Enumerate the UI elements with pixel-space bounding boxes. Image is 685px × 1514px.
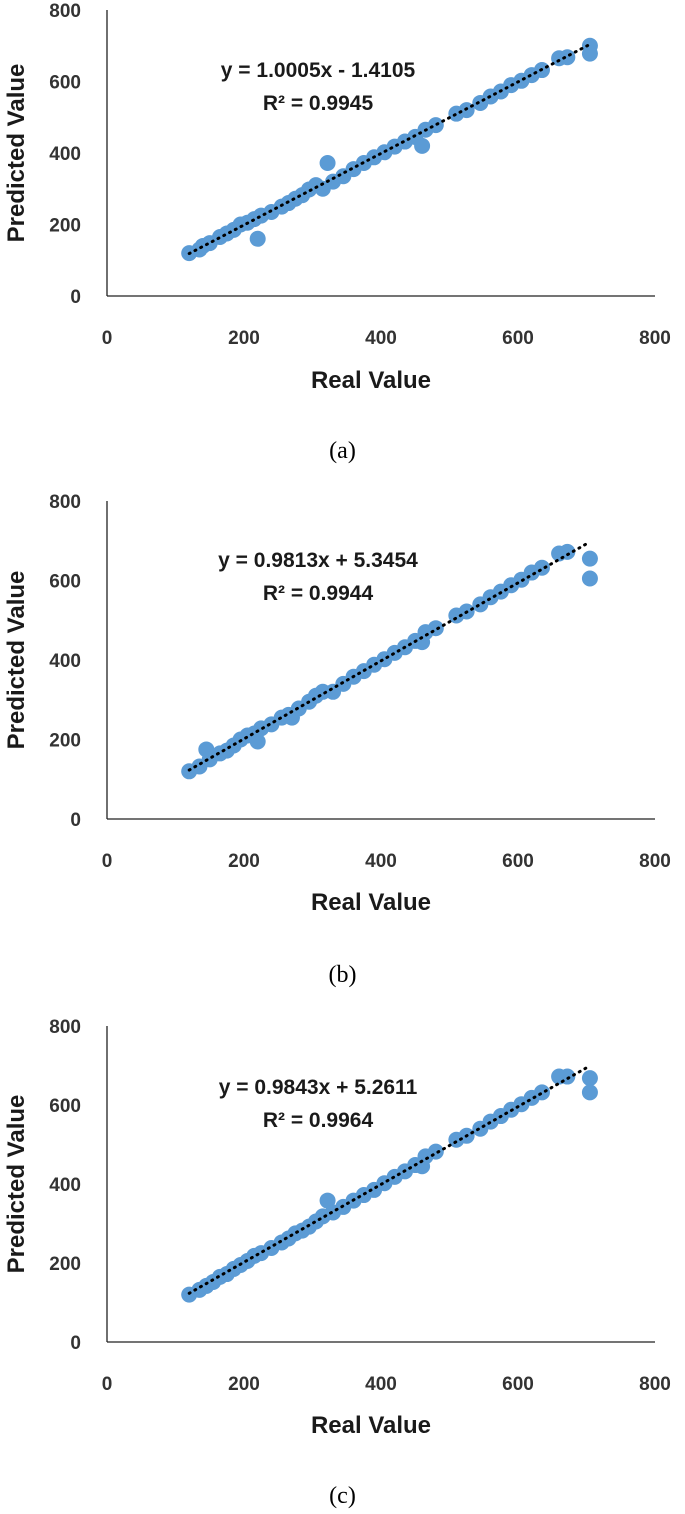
scatter-chart-b: 0 200 400 600 800 0 200 400 600 800 Real Value Pred…: [3, 492, 671, 916]
y-axis-title: Predicted Value: [3, 1095, 30, 1274]
x-tick-label: 600: [502, 328, 534, 349]
x-tick-label: 600: [502, 851, 534, 872]
data-point: [414, 137, 431, 154]
x-axis-title: Real Value: [311, 1412, 431, 1439]
x-tick-label: 800: [639, 1374, 671, 1395]
chart-panel-c: 0 200 400 600 800 0 200 400 600 800 Real Value Pred…: [0, 1014, 685, 1454]
chart-panel-a: 0 200 400 600 800 0 200 400 600 800 Real Value Pred…: [0, 0, 685, 400]
x-tick-label: 400: [365, 328, 397, 349]
data-point: [427, 620, 444, 637]
scatter-chart-c: 0 200 400 600 800 0 200 400 600 800 Real Value Pred…: [3, 1017, 671, 1439]
regression-equation: y = 1.0005x - 1.4105: [221, 59, 416, 82]
caption-c: (c): [329, 1483, 356, 1509]
caption-b: (b): [328, 962, 357, 988]
x-axis-title: Real Value: [311, 889, 431, 916]
data-point: [581, 550, 598, 567]
y-tick-label: 800: [49, 492, 81, 513]
r-squared-label: R² = 0.9964: [263, 1109, 374, 1132]
y-tick-label: 200: [49, 731, 81, 752]
x-tick-label: 0: [102, 1374, 113, 1395]
x-tick-label: 800: [639, 328, 671, 349]
y-axis-title: Predicted Value: [3, 64, 30, 243]
chart-panel-b: 0 200 400 600 800 0 200 400 600 800 Real Value Pred…: [0, 490, 685, 920]
data-point: [533, 559, 550, 576]
y-tick-label: 0: [70, 287, 81, 308]
y-tick-label: 0: [70, 810, 81, 831]
y-tick-label: 600: [49, 1096, 81, 1117]
y-axis-title: Predicted Value: [3, 571, 30, 750]
data-point: [319, 155, 336, 172]
x-tick-label: 400: [365, 1374, 397, 1395]
data-point: [581, 1070, 598, 1087]
y-tick-label: 600: [49, 73, 81, 94]
y-tick-label: 800: [49, 1, 81, 22]
data-point: [249, 230, 266, 247]
data-point: [559, 49, 576, 66]
y-tick-label: 400: [49, 1175, 81, 1196]
data-point: [581, 45, 598, 62]
trendline: [187, 540, 592, 772]
x-tick-label: 0: [102, 328, 113, 349]
trendline: [187, 1064, 592, 1295]
regression-equation: y = 0.9843x + 5.2611: [219, 1076, 418, 1099]
x-tick-label: 200: [228, 328, 260, 349]
regression-equation: y = 0.9813x + 5.3454: [218, 549, 418, 572]
x-tick-label: 400: [365, 851, 397, 872]
r-squared-label: R² = 0.9945: [263, 92, 374, 115]
y-tick-label: 200: [49, 216, 81, 237]
data-point: [249, 733, 266, 750]
y-tick-label: 400: [49, 651, 81, 672]
data-point: [427, 1143, 444, 1160]
x-axis-title: Real Value: [311, 367, 431, 394]
x-tick-label: 600: [502, 1374, 534, 1395]
y-tick-label: 400: [49, 144, 81, 165]
caption-a: (a): [329, 438, 356, 464]
data-point: [581, 1084, 598, 1101]
r-squared-label: R² = 0.9944: [263, 582, 374, 605]
x-tick-label: 800: [639, 851, 671, 872]
x-tick-label: 0: [102, 851, 113, 872]
trendline: [187, 42, 592, 256]
y-tick-label: 600: [49, 572, 81, 593]
x-tick-label: 200: [228, 851, 260, 872]
y-tick-label: 0: [70, 1333, 81, 1354]
y-tick-label: 800: [49, 1017, 81, 1038]
scatter-chart-a: 0 200 400 600 800 0 200 400 600 800 Real Value Pred…: [3, 1, 671, 394]
data-point: [533, 1084, 550, 1101]
data-point: [581, 570, 598, 587]
y-tick-label: 200: [49, 1254, 81, 1275]
x-tick-label: 200: [228, 1374, 260, 1395]
